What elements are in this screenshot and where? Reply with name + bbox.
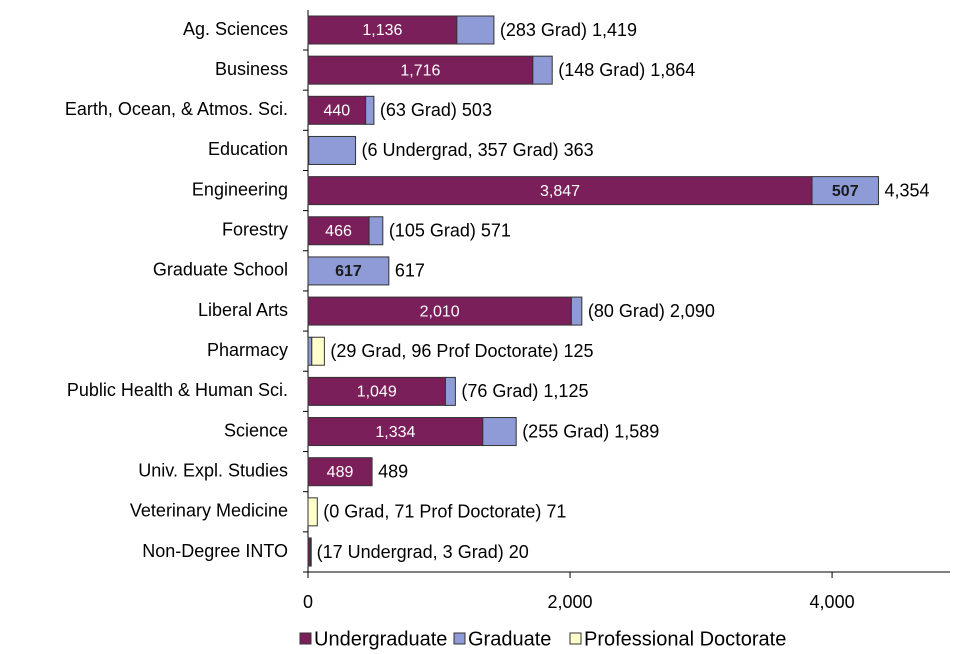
- bar-segment: [482, 417, 517, 447]
- bar-segment: [309, 537, 312, 567]
- legend-label: Undergraduate: [314, 628, 447, 650]
- category-label: Science: [224, 420, 288, 440]
- annotation: 617: [395, 261, 425, 281]
- value-label: 489: [327, 464, 354, 481]
- value-label: 1,049: [357, 384, 397, 401]
- bar-segment: [307, 55, 534, 85]
- value-label: 507: [832, 183, 859, 200]
- category-label: Education: [208, 139, 288, 159]
- annotation: (0 Grad, 71 Prof Doctorate) 71: [323, 502, 566, 522]
- category-label: Pharmacy: [207, 340, 288, 360]
- legend-swatch: [453, 632, 466, 645]
- annotation: (148 Grad) 1,864: [558, 60, 695, 80]
- bar-segment: [311, 336, 325, 366]
- category-label: Engineering: [192, 179, 288, 199]
- category-label: Earth, Ocean, & Atmos. Sci.: [65, 99, 288, 119]
- bar-segment: [444, 376, 456, 406]
- bar-segment: [811, 176, 879, 206]
- legend-label: Professional Doctorate: [584, 628, 786, 650]
- annotation: 4,354: [884, 180, 929, 200]
- category-label: Liberal Arts: [198, 300, 288, 320]
- value-label: 440: [323, 103, 350, 120]
- category-label: Ag. Sciences: [183, 19, 288, 39]
- value-label: 1,334: [375, 424, 415, 441]
- value-label: 466: [325, 223, 352, 240]
- bar-segment: [307, 176, 813, 206]
- annotation: (105 Grad) 571: [389, 221, 511, 241]
- annotation: (255 Grad) 1,589: [522, 421, 659, 441]
- category-label: Business: [215, 59, 288, 79]
- x-tick-label: 4,000: [810, 592, 855, 612]
- annotation: (76 Grad) 1,125: [461, 381, 588, 401]
- value-label: 2,010: [420, 303, 460, 320]
- category-label: Forestry: [222, 220, 288, 240]
- annotation: 489: [378, 461, 408, 481]
- bar-segment: [570, 296, 583, 326]
- value-label: 617: [335, 263, 362, 280]
- category-label: Univ. Expl. Studies: [138, 460, 288, 480]
- annotation: (63 Grad) 503: [380, 100, 492, 120]
- bar-segment: [307, 15, 458, 45]
- category-label: Public Health & Human Sci.: [67, 380, 288, 400]
- bar-segment: [307, 256, 390, 286]
- bar-segment: [307, 336, 313, 366]
- value-label: 3,847: [540, 183, 580, 200]
- bar-segment: [307, 457, 373, 487]
- value-label: 1,716: [400, 62, 440, 79]
- bar-segment: [307, 376, 446, 406]
- annotation: (29 Grad, 96 Prof Doctorate) 125: [330, 341, 593, 361]
- bar-segment: [368, 216, 384, 246]
- category-label: Graduate School: [153, 260, 288, 280]
- legend-swatch: [299, 632, 312, 645]
- bar-segment: [307, 497, 318, 527]
- bar-segment: [365, 95, 375, 125]
- category-label: Veterinary Medicine: [130, 501, 288, 521]
- annotation: (80 Grad) 2,090: [588, 301, 715, 321]
- value-label: 1,136: [362, 22, 402, 39]
- annotation: (17 Undergrad, 3 Grad) 20: [317, 542, 529, 562]
- category-label: Non-Degree INTO: [142, 541, 288, 561]
- x-tick-label: 0: [303, 592, 313, 612]
- bar-segment: [456, 15, 495, 45]
- legend-swatch: [569, 632, 582, 645]
- legend-label: Graduate: [468, 628, 551, 650]
- annotation: (283 Grad) 1,419: [500, 20, 637, 40]
- bar-segment: [307, 296, 572, 326]
- bar-segment: [532, 55, 553, 85]
- bar-segment: [308, 135, 357, 165]
- annotation: (6 Undergrad, 357 Grad) 363: [362, 140, 594, 160]
- x-tick-label: 2,000: [548, 592, 593, 612]
